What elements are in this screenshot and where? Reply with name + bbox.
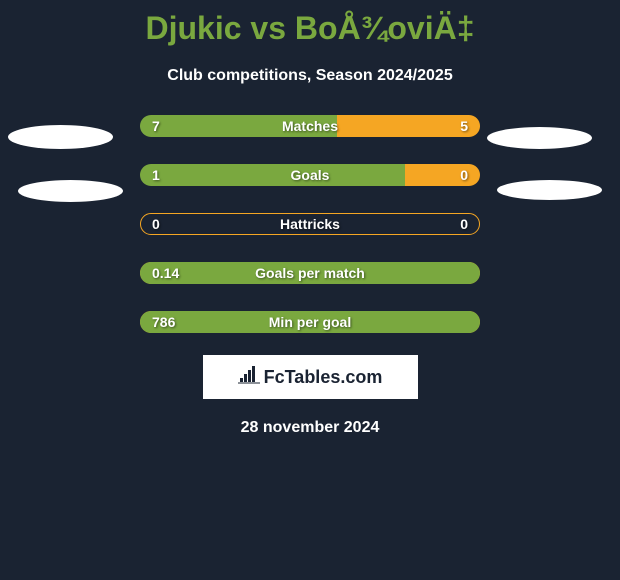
stat-row: 786 Min per goal: [140, 311, 480, 333]
stat-bar-left: [140, 164, 405, 186]
brand-box[interactable]: FcTables.com: [203, 355, 418, 399]
stat-label: Matches: [282, 118, 338, 134]
stat-row: 0 0 Hattricks: [140, 213, 480, 235]
player-left-avatar-1: [8, 125, 113, 149]
stats-container: 7 5 Matches 1 0 Goals 0 0 Hattricks 0.14 Goals per…: [140, 115, 480, 333]
stat-bar-right: [405, 164, 480, 186]
stat-label: Goals: [291, 167, 330, 183]
stat-row: 0.14 Goals per match: [140, 262, 480, 284]
stat-row: 1 0 Goals: [140, 164, 480, 186]
stat-value-left: 1: [152, 167, 160, 183]
stat-bar-right: [337, 115, 480, 137]
stat-label: Min per goal: [269, 314, 351, 330]
stat-value-right: 0: [460, 216, 468, 232]
stat-label: Hattricks: [280, 216, 340, 232]
player-left-avatar-2: [18, 180, 123, 202]
stat-value-right: 5: [460, 118, 468, 134]
brand-text: FcTables.com: [264, 367, 383, 388]
comparison-date: 28 november 2024: [0, 419, 620, 437]
stat-row: 7 5 Matches: [140, 115, 480, 137]
comparison-subtitle: Club competitions, Season 2024/2025: [0, 67, 620, 85]
stat-value-left: 0.14: [152, 265, 179, 281]
stat-value-right: 0: [460, 167, 468, 183]
stat-value-left: 786: [152, 314, 175, 330]
stat-label: Goals per match: [255, 265, 365, 281]
stat-value-left: 7: [152, 118, 160, 134]
player-right-avatar-2: [497, 180, 602, 200]
brand-chart-icon: [238, 366, 260, 389]
stat-value-left: 0: [152, 216, 160, 232]
comparison-title: Djukic vs BoÅ¾oviÄ‡: [0, 0, 620, 47]
player-right-avatar-1: [487, 127, 592, 149]
